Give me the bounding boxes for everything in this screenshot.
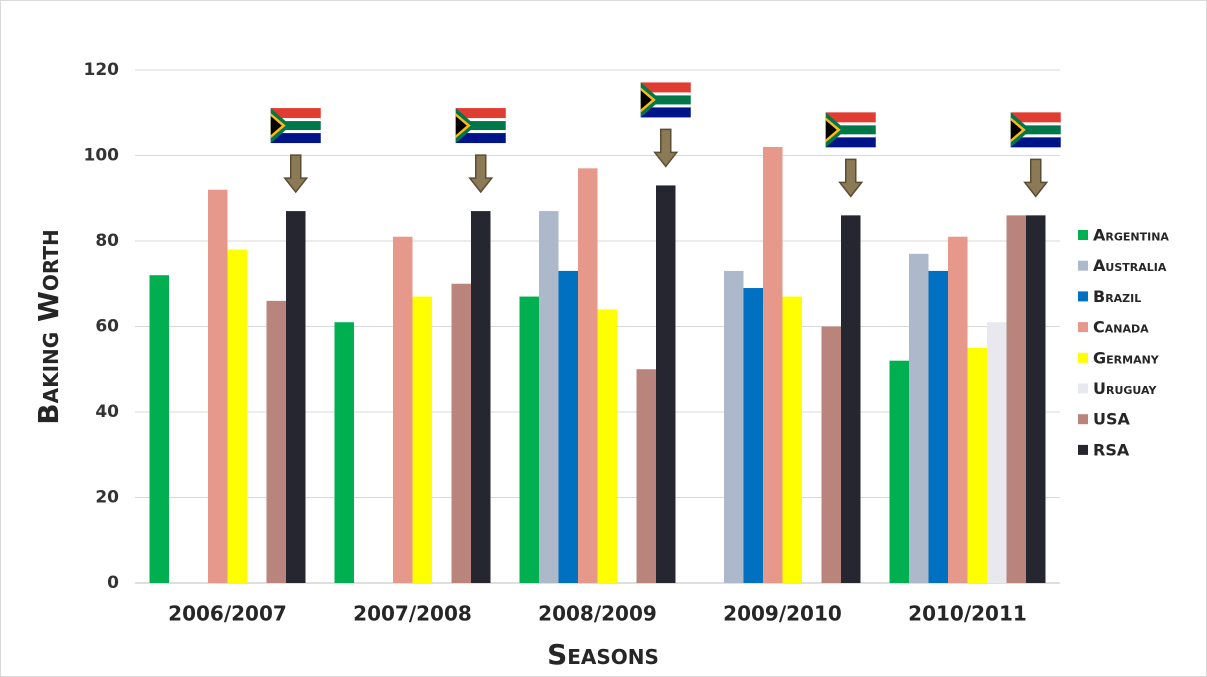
legend-swatch [1078, 414, 1088, 425]
bar [782, 296, 802, 583]
bar [967, 347, 987, 583]
bar [149, 275, 169, 583]
legend-swatch [1078, 230, 1088, 240]
bar [1006, 215, 1026, 583]
flag-marker [825, 112, 876, 198]
y-tick-label: 100 [84, 146, 120, 166]
flag-green [455, 121, 506, 131]
flag-blue [825, 135, 876, 148]
y-tick-label: 20 [95, 488, 119, 508]
flag-marker [1010, 112, 1061, 198]
bar [743, 288, 763, 583]
x-tick-label: 2006/2007 [168, 602, 287, 626]
arrow [283, 154, 309, 194]
bar [393, 236, 413, 583]
flag-black [270, 116, 282, 136]
bar [987, 322, 1007, 583]
flag-green [640, 95, 691, 105]
bar [724, 270, 744, 583]
bar [1026, 215, 1046, 583]
legend-label: Brazil [1093, 287, 1141, 306]
bar [763, 146, 783, 583]
bar [227, 249, 247, 584]
flag-red [640, 82, 691, 95]
bar [928, 270, 948, 583]
arrow [1023, 158, 1049, 198]
bar [656, 185, 676, 584]
legend-label: Uruguay [1093, 379, 1157, 398]
flag-red [825, 112, 876, 125]
x-tick-label: 2008/2009 [538, 602, 657, 626]
bar [471, 211, 491, 583]
legend-label: USA [1093, 410, 1131, 429]
flag-marker [270, 108, 321, 194]
y-tick-label: 80 [95, 231, 119, 251]
arrow [468, 154, 494, 194]
bar [597, 309, 617, 583]
flag-green [825, 125, 876, 135]
flag-black [640, 90, 652, 110]
y-axis-title: Baking Worth [32, 229, 65, 424]
x-axis-title: Seasons [547, 638, 659, 671]
legend-swatch [1078, 383, 1088, 394]
y-tick-label: 120 [84, 60, 120, 80]
bar [519, 296, 539, 583]
x-tick-label: 2010/2011 [908, 602, 1027, 626]
bar [841, 215, 861, 583]
legend-label: Canada [1093, 318, 1149, 337]
flag-red [1010, 112, 1061, 125]
legend-swatch [1078, 260, 1088, 271]
flag-black [825, 120, 837, 140]
y-tick-label: 60 [95, 317, 119, 337]
flag-green [270, 121, 321, 131]
flag-red [270, 108, 321, 121]
flag-marker [640, 82, 691, 168]
legend-swatch [1078, 291, 1088, 302]
arrow [653, 128, 679, 168]
bar [451, 283, 471, 583]
x-tick-label: 2009/2010 [723, 602, 842, 626]
bar [636, 369, 656, 583]
legend-label: RSA [1093, 440, 1130, 459]
flag-marker [455, 108, 506, 194]
bar [909, 253, 929, 583]
y-tick-label: 0 [107, 573, 119, 593]
bar [558, 270, 578, 583]
flag-blue [455, 131, 506, 144]
legend-label: Argentina [1093, 226, 1169, 245]
flag-blue [1010, 135, 1061, 148]
arrow [838, 158, 864, 198]
bar [821, 326, 841, 583]
legend-swatch [1078, 352, 1088, 363]
y-tick-label: 40 [95, 402, 119, 422]
legend-swatch [1078, 322, 1088, 333]
bar [208, 189, 228, 583]
flag-blue [270, 131, 321, 144]
flag-red [455, 108, 506, 121]
legend-label: Australia [1093, 256, 1167, 275]
legend-label: Germany [1093, 348, 1160, 367]
bar [578, 168, 598, 583]
flag-black [455, 116, 467, 136]
legend-swatch [1078, 444, 1088, 455]
bar [539, 211, 559, 583]
bar [286, 211, 306, 583]
flag-blue [640, 105, 691, 118]
bar [889, 360, 909, 583]
x-tick-label: 2007/2008 [353, 602, 472, 626]
bar [948, 236, 968, 583]
bar [412, 296, 432, 583]
bar [266, 300, 286, 583]
bar [334, 322, 354, 583]
flag-black [1010, 120, 1022, 140]
flag-green [1010, 125, 1061, 135]
